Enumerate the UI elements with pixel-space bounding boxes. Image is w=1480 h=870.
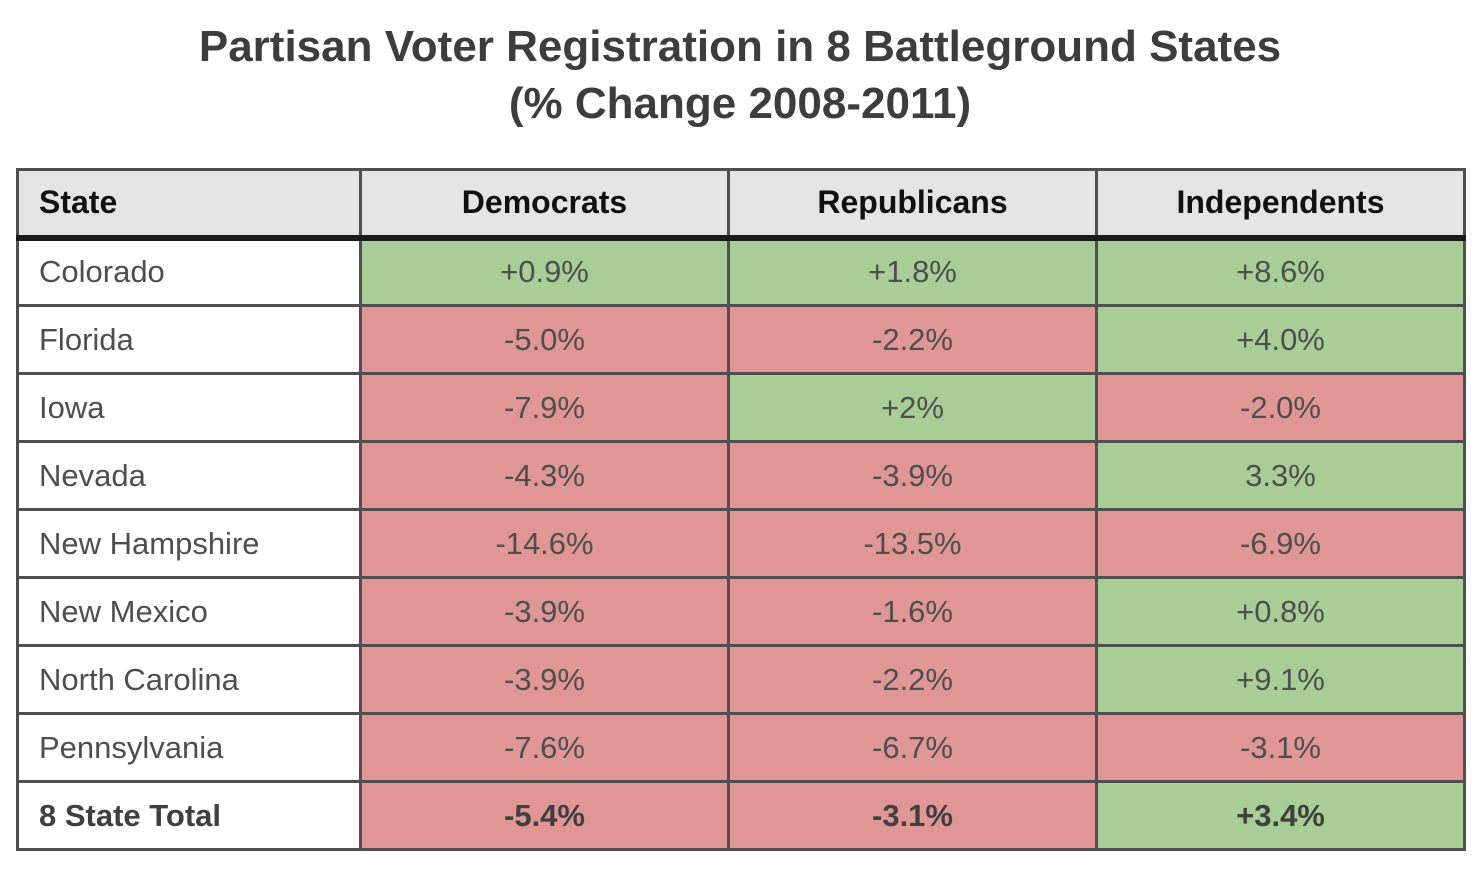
table-row: New Mexico -3.9% -1.6% +0.8%: [16, 576, 1466, 647]
state-name-cell: North Carolina: [16, 644, 362, 715]
state-name-cell: Florida: [16, 304, 362, 375]
value-cell: -2.0%: [1095, 372, 1466, 443]
value-cell: -3.1%: [727, 780, 1098, 851]
value-cell: +8.6%: [1095, 236, 1466, 307]
column-header-democrats: Democrats: [359, 168, 730, 241]
value-cell: +4.0%: [1095, 304, 1466, 375]
value-cell: +9.1%: [1095, 644, 1466, 715]
column-header-independents: Independents: [1095, 168, 1466, 241]
value-cell: 3.3%: [1095, 440, 1466, 511]
value-cell: -7.9%: [359, 372, 730, 443]
value-cell: -13.5%: [727, 508, 1098, 579]
value-cell: -6.7%: [727, 712, 1098, 783]
value-cell: +0.9%: [359, 236, 730, 307]
voter-registration-table: State Democrats Republicans Independents…: [16, 168, 1466, 851]
state-name-cell: New Hampshire: [16, 508, 362, 579]
table-row: 8 State Total -5.4% -3.1% +3.4%: [16, 780, 1466, 851]
value-cell: +2%: [727, 372, 1098, 443]
value-cell: -3.9%: [727, 440, 1098, 511]
state-name-cell: Iowa: [16, 372, 362, 443]
value-cell: -5.4%: [359, 780, 730, 851]
table-row: Nevada -4.3% -3.9% 3.3%: [16, 440, 1466, 511]
table-row: Colorado +0.9% +1.8% +8.6%: [16, 236, 1466, 307]
column-header-republicans: Republicans: [727, 168, 1098, 241]
chart-title: Partisan Voter Registration in 8 Battleg…: [0, 0, 1480, 132]
value-cell: -3.1%: [1095, 712, 1466, 783]
state-name-cell: Pennsylvania: [16, 712, 362, 783]
table-row: Iowa -7.9% +2% -2.0%: [16, 372, 1466, 443]
value-cell: -7.6%: [359, 712, 730, 783]
value-cell: -2.2%: [727, 644, 1098, 715]
value-cell: -3.9%: [359, 576, 730, 647]
table-row: Pennsylvania -7.6% -6.7% -3.1%: [16, 712, 1466, 783]
state-name-cell: Nevada: [16, 440, 362, 511]
table-row: Florida -5.0% -2.2% +4.0%: [16, 304, 1466, 375]
state-name-cell: Colorado: [16, 236, 362, 307]
value-cell: +3.4%: [1095, 780, 1466, 851]
table-row: New Hampshire -14.6% -13.5% -6.9%: [16, 508, 1466, 579]
value-cell: -5.0%: [359, 304, 730, 375]
value-cell: +0.8%: [1095, 576, 1466, 647]
value-cell: -14.6%: [359, 508, 730, 579]
table-body: Colorado +0.9% +1.8% +8.6% Florida -5.0% -2.2%…: [16, 236, 1466, 851]
value-cell: +1.8%: [727, 236, 1098, 307]
state-name-cell: 8 State Total: [16, 780, 362, 851]
state-name-cell: New Mexico: [16, 576, 362, 647]
value-cell: -3.9%: [359, 644, 730, 715]
value-cell: -6.9%: [1095, 508, 1466, 579]
table-row: North Carolina -3.9% -2.2% +9.1%: [16, 644, 1466, 715]
header-row: State Democrats Republicans Independents: [16, 168, 1466, 241]
value-cell: -4.3%: [359, 440, 730, 511]
column-header-state: State: [16, 168, 362, 241]
chart-title-line2: (% Change 2008-2011): [508, 79, 972, 128]
chart-title-line1: Partisan Voter Registration in 8 Battleg…: [198, 22, 1282, 71]
value-cell: -2.2%: [727, 304, 1098, 375]
value-cell: -1.6%: [727, 576, 1098, 647]
